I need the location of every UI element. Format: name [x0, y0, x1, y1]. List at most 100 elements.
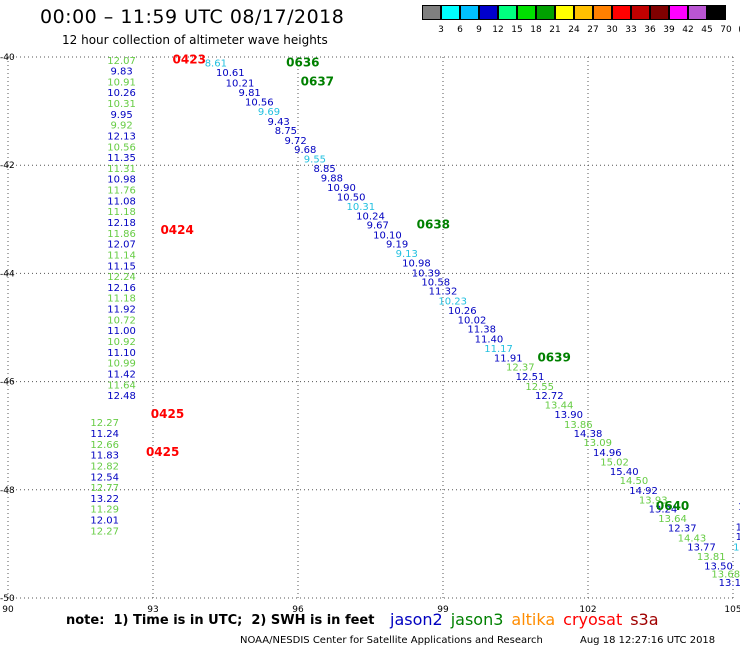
wave-height-value: 13.86	[564, 420, 593, 431]
legend-item-jason2: jason2	[390, 610, 443, 629]
color-scale-label: 33	[625, 25, 637, 35]
color-scale-label: 27	[587, 25, 599, 35]
wave-height-value: 10.99	[107, 359, 136, 370]
color-swatch	[574, 5, 593, 20]
wave-height-value: 12.29	[736, 532, 740, 543]
page-subtitle: 12 hour collection of altimeter wave hei…	[62, 33, 328, 47]
wave-height-value: 10.92	[107, 337, 136, 348]
color-scale-label: 45	[701, 25, 713, 35]
wave-height-value: 13.10	[719, 578, 740, 589]
wave-height-value: 14.50	[620, 476, 649, 487]
color-swatch	[536, 5, 555, 20]
wave-height-value: 10.91	[107, 77, 136, 88]
wave-height-value: 11.29	[90, 505, 119, 516]
wave-height-value: 13.09	[583, 438, 612, 449]
wave-height-value: 12.16	[107, 283, 136, 294]
wave-height-value: 9.92	[110, 121, 132, 132]
longitude-tick-label: 93	[147, 605, 158, 615]
color-swatch	[707, 5, 726, 20]
color-swatch	[612, 5, 631, 20]
color-swatch	[593, 5, 612, 20]
wave-height-value: 10.10	[373, 230, 402, 241]
color-swatch	[441, 5, 460, 20]
wave-height-value: 11.31	[107, 164, 136, 175]
pass-time-labels: 0423042404250425063606370638063906400231…	[146, 53, 689, 513]
legend-item-altika: altika	[511, 610, 556, 629]
wave-height-value: 9.72	[284, 136, 306, 147]
latitude-tick-label: -42	[0, 161, 15, 171]
wave-height-value: 12.18	[107, 218, 136, 229]
wave-height-value: 9.43	[268, 117, 290, 128]
color-swatch	[631, 5, 650, 20]
wave-height-value: 11.92	[107, 305, 136, 316]
wave-height-value: 11.38	[467, 325, 496, 336]
wave-height-value: 9.68	[294, 145, 316, 156]
wave-height-value: 13.90	[554, 410, 583, 421]
wave-height-value: 12.01	[90, 516, 119, 527]
map-grid: 90 93 96 99 102 105 -40 -42 -44 -46 -48 -50	[0, 53, 740, 615]
longitude-tick-label: 102	[579, 605, 596, 615]
wave-height-value: 11.91	[494, 353, 523, 364]
wave-height-value: 11.35	[107, 153, 136, 164]
wave-height-value: 12.27	[90, 526, 119, 537]
satellite-legend: jason2 jason3 altika cryosat s3a	[390, 610, 667, 629]
legend-item-jason3: jason3	[450, 610, 504, 629]
wave-height-value: 9.19	[386, 240, 408, 251]
wave-height-value: 11.40	[475, 334, 504, 345]
color-scale-label: 18	[530, 25, 542, 35]
wave-height-value: 8.61	[205, 58, 227, 69]
wave-height-value: 13.93	[639, 496, 668, 507]
color-swatch	[555, 5, 574, 20]
color-scale-label: 3	[438, 25, 444, 35]
color-swatch	[422, 5, 441, 20]
wave-height-value: 13.24	[649, 505, 678, 516]
color-scale-label: 21	[549, 25, 561, 35]
wave-height-value: 14.38	[574, 429, 603, 440]
wave-height-value: 11.83	[90, 451, 119, 462]
wave-height-value: 9.67	[367, 221, 389, 232]
wave-height-value: 12.24	[107, 272, 136, 283]
latitude-tick-label: -46	[0, 378, 15, 388]
color-swatch	[498, 5, 517, 20]
legend-item-cryosat: cryosat	[563, 610, 623, 629]
wave-height-value: 9.69	[258, 107, 280, 118]
page-title: 00:00 – 11:59 UTC 08/17/2018	[40, 6, 345, 28]
wave-height-value: 11.18	[107, 294, 136, 305]
wave-height-value: 9.88	[321, 174, 343, 185]
color-scale-label: 70	[720, 25, 732, 35]
wave-height-value: 11.70	[738, 502, 740, 513]
wave-height-value: 11.42	[107, 369, 136, 380]
wave-height-value: 11.32	[429, 287, 458, 298]
color-swatch	[669, 5, 688, 20]
wave-height-value: 10.98	[107, 175, 136, 186]
latitude-tick-label: -44	[0, 269, 15, 279]
wave-height-value: 10.31	[347, 202, 376, 213]
wave-height-value: 10.90	[327, 183, 356, 194]
color-scale-label: 24	[568, 25, 580, 35]
wave-height-value: 10.50	[337, 193, 366, 204]
longitude-tick-label: 90	[2, 605, 14, 615]
wave-height-value: 12.82	[90, 461, 119, 472]
wave-height-value: 13.77	[687, 543, 716, 554]
color-swatch	[688, 5, 707, 20]
color-scale-label: 12	[492, 25, 504, 35]
wave-height-value: 10.98	[402, 259, 431, 270]
wave-height-value: 8.75	[275, 126, 297, 137]
wave-height-value: 12.54	[90, 472, 119, 483]
generated-timestamp: Aug 18 12:27:16 UTC 2018	[580, 635, 716, 646]
wave-height-value: 9.81	[239, 88, 261, 99]
wave-height-value: 11.72	[733, 543, 740, 554]
color-swatch	[460, 5, 479, 20]
legend-item-s3a: s3a	[630, 610, 659, 629]
wave-height-value: 10.58	[421, 278, 450, 289]
wave-height-value: 8.85	[313, 164, 335, 175]
wave-height-value: 12.27	[90, 418, 119, 429]
longitude-tick-label: 96	[292, 605, 304, 615]
wave-height-value: 12.72	[535, 391, 564, 402]
color-scale-label: (ft)	[735, 25, 740, 35]
wave-height-value: 10.56	[107, 142, 136, 153]
credit-text: NOAA/NESDIS Center for Satellite Applica…	[240, 635, 543, 646]
wave-height-value: 10.72	[107, 315, 136, 326]
wave-height-value: 12.77	[90, 483, 119, 494]
